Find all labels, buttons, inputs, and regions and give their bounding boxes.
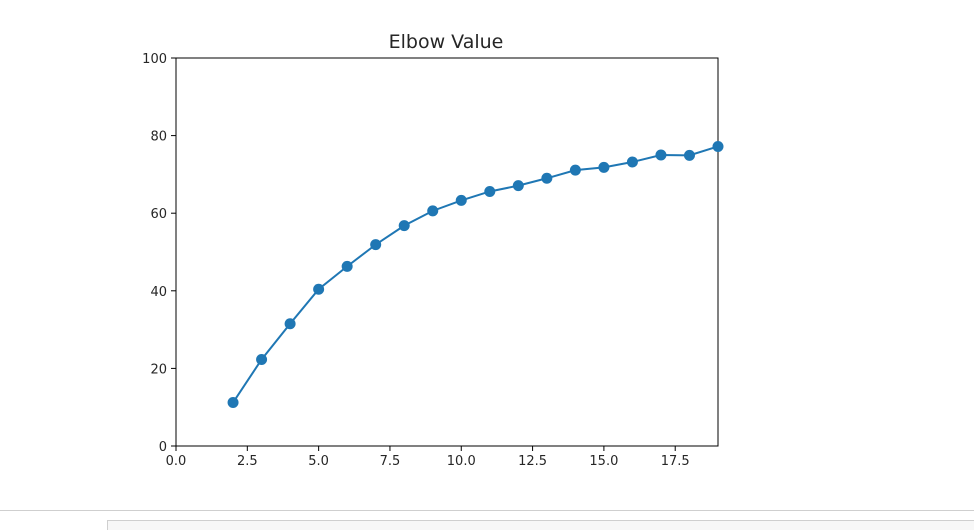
data-point xyxy=(484,185,496,197)
data-point xyxy=(512,180,524,192)
y-tick-label: 20 xyxy=(150,362,167,377)
data-point xyxy=(712,140,724,152)
x-tick-label: 10.0 xyxy=(447,454,476,469)
y-tick-label: 100 xyxy=(142,52,167,67)
axes xyxy=(175,57,719,447)
x-tick-label: 0.0 xyxy=(166,454,187,469)
series-group xyxy=(227,140,724,409)
data-point xyxy=(683,149,695,161)
data-point xyxy=(256,353,268,365)
series-line xyxy=(232,145,719,404)
y-tick-label: 80 xyxy=(150,130,167,145)
data-point xyxy=(541,172,553,184)
data-point xyxy=(370,239,382,251)
chart-title: Elbow Value xyxy=(389,31,504,53)
x-tick-label: 7.5 xyxy=(380,454,401,469)
y-tick-label: 40 xyxy=(150,285,167,300)
notebook-cell-input[interactable] xyxy=(167,520,974,530)
plot-frame xyxy=(175,57,719,447)
x-tick-label: 2.5 xyxy=(237,454,258,469)
ticks: 0.0 2.5 5.0 7.5 10.0 12.5 15.0 17.5 0 20 40 60 80 100 xyxy=(142,52,690,469)
data-point xyxy=(427,205,439,217)
data-point xyxy=(227,397,239,409)
data-point xyxy=(569,164,581,176)
data-point xyxy=(626,156,638,168)
x-tick-label: 5.0 xyxy=(308,454,329,469)
data-point xyxy=(655,149,667,161)
data-point xyxy=(398,220,410,232)
y-tick-label: 60 xyxy=(150,207,167,222)
data-point xyxy=(598,161,610,173)
x-tick-label: 15.0 xyxy=(589,454,618,469)
x-tick-label: 12.5 xyxy=(518,454,547,469)
x-tick-label: 17.5 xyxy=(661,454,690,469)
data-point xyxy=(313,283,325,295)
data-point xyxy=(284,318,296,330)
series xyxy=(227,140,724,409)
y-tick-label: 0 xyxy=(159,440,167,455)
data-point xyxy=(341,260,353,272)
data-point xyxy=(455,194,467,206)
